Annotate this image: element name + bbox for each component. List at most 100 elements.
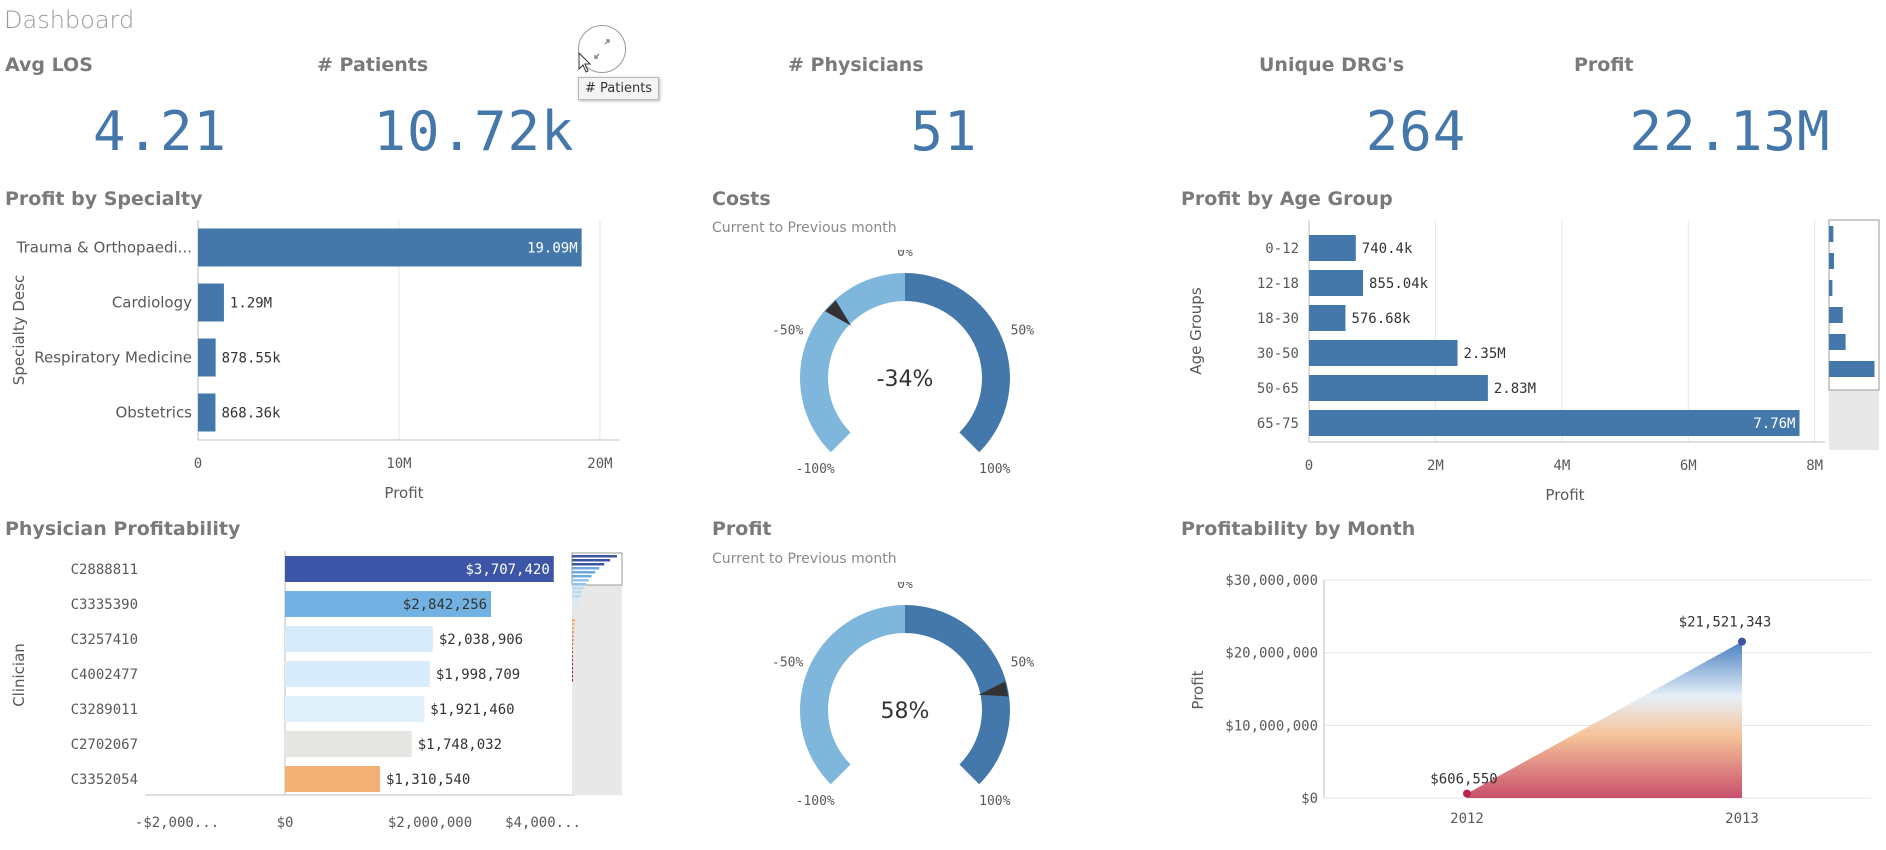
expand-button[interactable] (578, 25, 626, 73)
kpi-avg-los-label: Avg LOS (5, 54, 93, 76)
data-label: 868.36k (221, 406, 281, 422)
bar (285, 591, 492, 617)
mini-bar (572, 671, 573, 674)
bar (285, 556, 554, 582)
gauge-tick-label: 50% (1011, 323, 1035, 338)
gauge-positive-segment (905, 605, 1010, 785)
kpi-unique-drg-value[interactable]: 264 (1365, 100, 1467, 163)
profit-by-age-chart[interactable]: 0 2M 4M 6M 8M 0-12 740.4k 12-18 855.04k 18-30 576.… (1181, 210, 1886, 510)
x-tick-label: 4M (1553, 458, 1570, 474)
data-label: 2.35M (1464, 346, 1506, 362)
mini-bar (572, 583, 587, 586)
data-label: $1,998,709 (436, 667, 520, 683)
mini-bar (572, 607, 578, 610)
mini-bar (1829, 226, 1834, 242)
category-label: C3352054 (71, 772, 138, 788)
data-label: 2.83M (1494, 381, 1536, 397)
gauge-needle (825, 300, 852, 326)
costs-gauge-chart[interactable]: -100% -50% 0% 50% 100% -34% (740, 250, 1070, 480)
bar (285, 661, 430, 687)
data-label: $1,310,540 (386, 772, 470, 788)
gauge-tick-label: 0% (897, 582, 913, 592)
kpi-profit-value[interactable]: 22.13M (1629, 100, 1831, 163)
mini-bar (572, 567, 600, 570)
kpi-physicians-label: # Physicians (788, 54, 924, 76)
physician-profitability-title: Physician Profitability (5, 518, 241, 540)
mini-bar (572, 635, 574, 638)
bar (1309, 340, 1458, 366)
data-label: $21,521,343 (1679, 615, 1772, 631)
bar (1309, 270, 1364, 296)
x-tick-label: $4,000... (505, 815, 581, 831)
x-axis-title: Profit (384, 484, 423, 502)
bar (1309, 375, 1488, 401)
data-label: 7.76M (1753, 416, 1795, 432)
gauge-tick-label: 50% (1011, 655, 1035, 670)
mini-bar (1829, 361, 1875, 377)
mini-bar (572, 575, 592, 578)
mini-bar (572, 619, 576, 622)
bar (198, 393, 216, 432)
mini-bar (1829, 307, 1843, 323)
kpi-patients-label: # Patients (317, 54, 429, 76)
category-label: C3335390 (71, 597, 138, 613)
category-label: 30-50 (1257, 346, 1299, 362)
data-label: 740.4k (1362, 241, 1413, 257)
y-axis-title: Profit (1189, 670, 1207, 709)
data-label: 576.68k (1351, 311, 1411, 327)
data-label: $2,038,906 (439, 632, 523, 648)
mini-bar (572, 611, 577, 614)
profitability-by-month-chart[interactable]: $0 $10,000,000 $20,000,000 $30,000,000 $606,… (1181, 555, 1886, 845)
bar (1309, 410, 1800, 436)
gauge-tick-label: -100% (796, 794, 835, 809)
y-axis-title: Clinician (10, 643, 28, 707)
gauge-tick-label: 0% (897, 250, 913, 260)
mini-bar (572, 595, 581, 598)
mini-bar (572, 639, 574, 642)
kpi-physicians-value[interactable]: 51 (910, 100, 978, 163)
category-label: C2702067 (71, 737, 138, 753)
mini-bar (572, 651, 573, 654)
gauge-value: 58% (881, 699, 930, 724)
data-label: $1,921,460 (430, 702, 514, 718)
profit-by-specialty-chart[interactable]: 0 10M 20M Trauma & Orthopaedi... 19.09M Cardi… (0, 210, 640, 510)
category-label: C4002477 (71, 667, 138, 683)
mini-bar (572, 615, 576, 618)
data-label: $606,550 (1430, 772, 1497, 788)
gauge-tick-label: -100% (796, 462, 835, 477)
data-label: $2,842,256 (403, 597, 487, 613)
mini-bar (572, 599, 580, 602)
x-tick-label: 2M (1427, 458, 1444, 474)
mini-bar (1829, 253, 1835, 269)
expand-icon (594, 39, 610, 59)
category-label: 12-18 (1257, 276, 1299, 292)
kpi-patients-value[interactable]: 10.72k (373, 100, 575, 163)
mini-bar (572, 555, 617, 558)
x-tick-label: $0 (277, 815, 294, 831)
gauge-positive-segment (905, 273, 1010, 453)
gauge-negative-segment (800, 605, 905, 785)
physician-profitability-chart[interactable]: C2888811 $3,707,420 C3335390 $2,842,256 C325… (0, 545, 640, 845)
gauge-tick-label: 100% (979, 462, 1010, 477)
category-label: C3289011 (71, 702, 138, 718)
data-point (1738, 637, 1746, 646)
area (1467, 641, 1742, 798)
y-tick-label: $20,000,000 (1225, 646, 1318, 662)
mini-bar (572, 675, 573, 678)
mini-bar (1829, 280, 1833, 296)
mini-bar (572, 667, 573, 670)
y-axis-title: Age Groups (1187, 287, 1205, 374)
x-axis-title: Profit (1545, 486, 1584, 504)
mini-bar (572, 655, 573, 658)
category-label: C2888811 (71, 562, 138, 578)
bar (285, 766, 381, 792)
bar (285, 626, 433, 652)
kpi-avg-los-value[interactable]: 4.21 (92, 100, 228, 163)
mini-bar (572, 587, 584, 590)
bar (285, 696, 425, 722)
data-label: $1,748,032 (418, 737, 502, 753)
kpi-unique-drg-label: Unique DRG's (1259, 54, 1405, 76)
profit-gauge-chart[interactable]: -100% -50% 0% 50% 100% 58% (740, 582, 1070, 812)
sheet-title: Dashboard (4, 6, 135, 34)
profit-by-age-title: Profit by Age Group (1181, 188, 1393, 210)
